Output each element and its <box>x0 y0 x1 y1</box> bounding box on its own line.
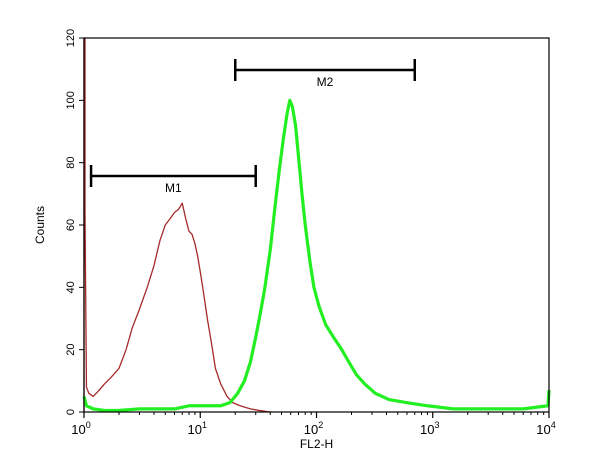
y-tick-label: 80 <box>65 157 77 169</box>
gate-marker-m1: M1 <box>89 165 257 195</box>
y-tick-label: 20 <box>65 344 77 356</box>
x-tick-label: 103 <box>420 420 439 437</box>
x-axis: 100 101 102 103 104 <box>71 412 556 437</box>
marker-layer: M1 M2 <box>89 59 416 195</box>
y-axis: 0 20 40 60 80 100 120 <box>65 29 84 415</box>
x-tick-label: 104 <box>536 420 555 437</box>
x-tick-label: 100 <box>71 420 90 437</box>
y-tick-label: 100 <box>65 91 77 109</box>
histogram-series-2 <box>82 98 551 413</box>
gate-label: M2 <box>317 75 334 89</box>
x-axis-label: FL2-H <box>300 437 333 451</box>
histogram-series-1 <box>83 37 271 413</box>
y-tick-label: 120 <box>65 29 77 47</box>
plot-frame <box>83 37 550 413</box>
y-tick-label: 40 <box>65 281 77 293</box>
y-tick-label: 0 <box>65 409 77 415</box>
y-tick-label: 60 <box>65 219 77 231</box>
series-layer <box>82 37 551 413</box>
y-axis-label: Counts <box>33 206 47 244</box>
x-tick-label: 101 <box>188 420 207 437</box>
x-tick-label: 102 <box>304 420 323 437</box>
gate-label: M1 <box>165 181 182 195</box>
gate-marker-m2: M2 <box>233 59 416 89</box>
